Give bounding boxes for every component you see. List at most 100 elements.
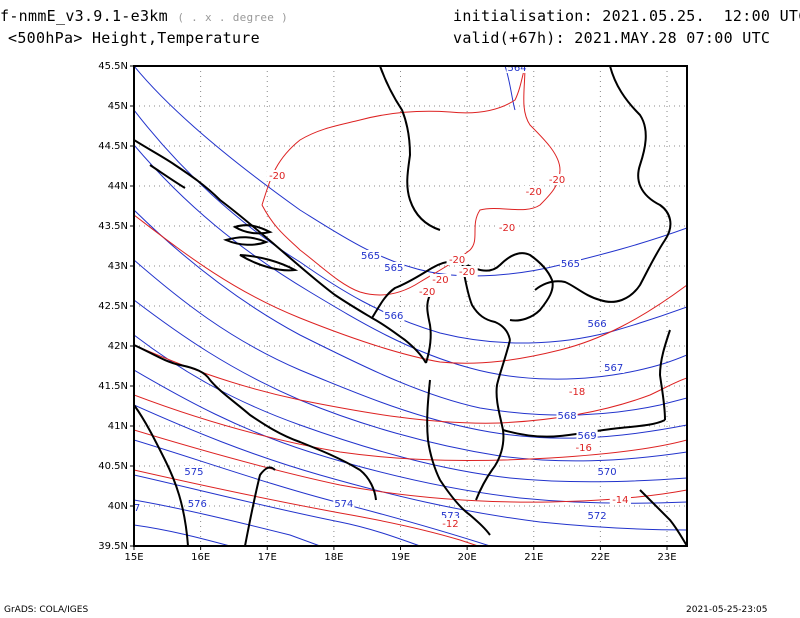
model-title: f-nmmE_v3.9.1-e3km ( . x . degree ) xyxy=(0,7,288,25)
height-contour-label: 565 xyxy=(384,263,403,274)
adriatic-coast-east xyxy=(134,139,427,364)
y-tick-label: 44.5N xyxy=(98,141,128,152)
temperature-contour-label: -20 xyxy=(459,267,475,278)
temperature-contour-label: -20 xyxy=(526,187,542,198)
height-contour-label-bg xyxy=(556,410,578,421)
temperature-contour-label: -20 xyxy=(269,171,285,182)
x-tick-label: 19E xyxy=(391,552,410,563)
temperature-contour-label-bg xyxy=(609,494,631,505)
temperature-contour-label: -12 xyxy=(442,519,458,530)
temperature-contour-label-bg xyxy=(266,170,288,181)
temperature-contour-label-bg xyxy=(496,222,518,233)
y-tick-label: 45N xyxy=(108,101,128,112)
temperature-contour-minus12 xyxy=(134,469,479,546)
height-contour-label-bg xyxy=(186,498,208,509)
height-contour-567a xyxy=(134,144,687,380)
island-brac xyxy=(232,224,273,235)
x-tick-label: 22E xyxy=(591,552,610,563)
y-tick-label: 42N xyxy=(108,341,128,352)
y-tick-label: 40.5N xyxy=(98,461,128,472)
height-contour-label: 568 xyxy=(558,411,577,422)
lat-lon-grid xyxy=(134,66,687,546)
temperature-contour-label: -20 xyxy=(499,223,515,234)
x-tick-label: 20E xyxy=(458,552,477,563)
x-tick-label: 23E xyxy=(657,552,676,563)
height-contour-label-bg xyxy=(333,498,355,509)
height-contour-label: 567 xyxy=(604,363,623,374)
temperature-contour-label: -20 xyxy=(419,287,435,298)
model-name: f-nmmE_v3.9.1-e3km xyxy=(0,7,168,25)
height-contour-label: 573 xyxy=(441,511,460,522)
height-contour-570 xyxy=(134,334,687,483)
height-contour-label: 576 xyxy=(188,499,207,510)
italy-heel xyxy=(134,404,189,546)
y-tick-label: 42.5N xyxy=(98,301,128,312)
italy-coast xyxy=(134,344,377,501)
temperature-contour-minus18 xyxy=(134,344,687,424)
height-contour-label-bg xyxy=(586,510,608,521)
height-contour-label: 577 xyxy=(121,503,140,514)
height-contour-label: 565 xyxy=(561,259,580,270)
x-tick-label: 21E xyxy=(524,552,543,563)
footer-timestamp: 2021-05-25-23:05 xyxy=(686,605,768,615)
border-kosovo xyxy=(461,252,554,322)
border-serbia-east xyxy=(534,66,672,303)
temperature-contour-label: -20 xyxy=(432,275,448,286)
temperature-contour-minus16 xyxy=(134,394,687,461)
height-contour-label: 575 xyxy=(184,467,203,478)
height-contour-575 xyxy=(134,499,321,546)
height-contour-label-bg xyxy=(596,466,618,477)
y-tick-label: 41.5N xyxy=(98,381,128,392)
height-contour-label-bg xyxy=(134,502,142,513)
height-contour-label-bg xyxy=(506,66,528,73)
units-label: ( . x . degree ) xyxy=(177,11,289,24)
height-contour-568 xyxy=(134,259,687,439)
y-tick-label: 43N xyxy=(108,261,128,272)
height-contour-label-bg xyxy=(559,258,582,269)
island-hvar xyxy=(223,236,269,246)
temperature-contour-label-bg xyxy=(439,518,462,529)
height-contour-label: 565 xyxy=(361,251,380,262)
height-contour-576 xyxy=(134,524,231,546)
temperature-contour-label-bg xyxy=(523,186,545,197)
temperature-contour-minus20-central xyxy=(261,66,561,296)
temperature-contours xyxy=(134,66,687,546)
border-north xyxy=(379,66,441,231)
temperature-contour-label-bg xyxy=(446,254,468,265)
temperature-contour-minus20-south xyxy=(134,214,687,364)
height-contour-label: 572 xyxy=(588,511,607,522)
temperature-contour-label-bg xyxy=(573,442,595,453)
calabria-coast xyxy=(244,466,276,546)
height-contour-label-bg xyxy=(439,510,462,521)
temperature-contour-label-bg xyxy=(566,386,588,397)
field-title: <500hPa> Height,Temperature xyxy=(8,29,260,47)
y-tick-label: 43.5N xyxy=(98,221,128,232)
temperature-contour-label-bg xyxy=(429,274,452,285)
temperature-contour-label-bg xyxy=(416,286,438,297)
height-contour-574 xyxy=(134,474,421,546)
y-tick-label: 41N xyxy=(108,421,128,432)
y-axis-ticks: 39.5N 40N 40.5N 41N 41.5N 42N 42.5N 43N 43.5N 44N… xyxy=(98,61,134,552)
height-contour-571 xyxy=(134,369,687,504)
temperature-contour-label: -20 xyxy=(449,255,465,266)
height-contour-label: 566 xyxy=(588,319,607,330)
x-tick-label: 15E xyxy=(124,552,143,563)
height-contour-label: 570 xyxy=(598,467,617,478)
footer-credit: GrADS: COLA/IGES xyxy=(4,605,89,615)
temperature-contour-labels: -20 -20-20-20-20-20-20-20-18-16-14-12 xyxy=(266,170,631,530)
height-contour-567b xyxy=(134,209,687,416)
temperature-contour-label: -14 xyxy=(612,495,628,506)
height-contour-label-bg xyxy=(603,362,625,373)
x-axis-ticks: 15E 16E 17E 18E 19E 20E 21E 22E 23E xyxy=(124,546,677,563)
temperature-contour-label-bg xyxy=(456,266,478,277)
x-tick-label: 17E xyxy=(258,552,277,563)
border-albania-north xyxy=(425,294,432,364)
border-albania-south xyxy=(426,379,491,536)
valid-time: valid(+67h): 2021.MAY.28 07:00 UTC xyxy=(453,29,771,47)
init-time: initialisation: 2021.05.25. 12:00 UTC xyxy=(453,7,800,25)
y-tick-label: 40N xyxy=(108,501,128,512)
height-contour-label-bg xyxy=(359,250,382,261)
y-tick-label: 44N xyxy=(108,181,128,192)
